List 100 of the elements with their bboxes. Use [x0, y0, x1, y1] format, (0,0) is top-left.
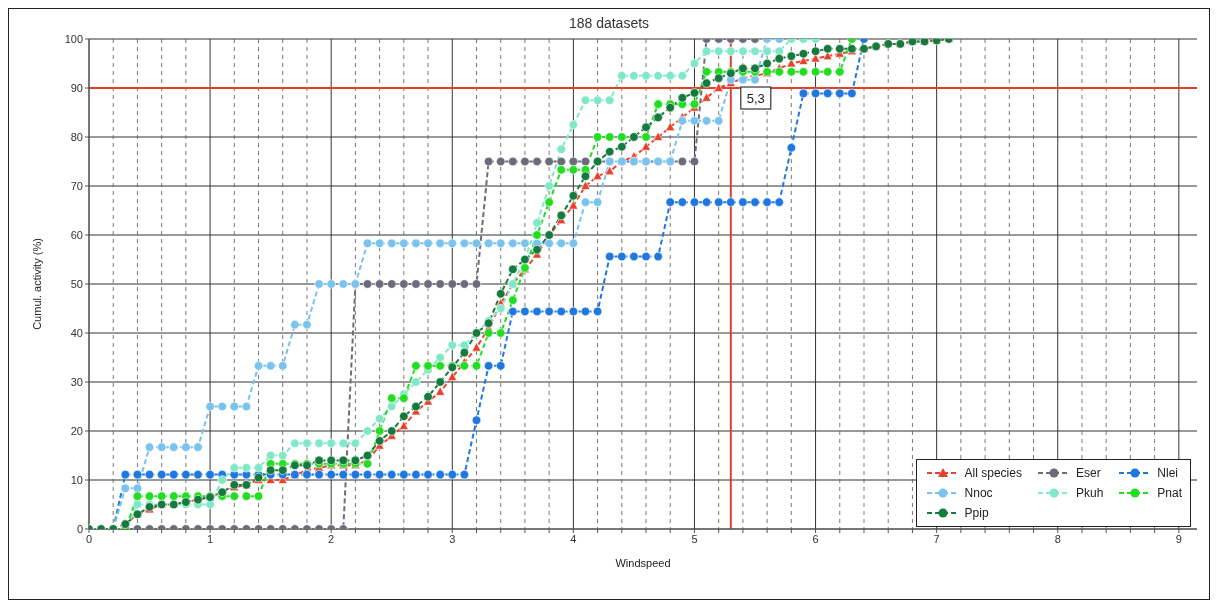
point: [556, 144, 566, 154]
point: [580, 95, 591, 105]
x-tick-label: 6: [812, 532, 819, 545]
point: [496, 238, 506, 248]
point: [217, 475, 227, 485]
point: [362, 279, 373, 289]
point: [278, 450, 288, 461]
legend-label: Pkuh: [1075, 486, 1104, 500]
point: [568, 120, 578, 130]
point: [132, 483, 143, 493]
point: [241, 401, 252, 412]
y-tick-label: 30: [70, 375, 83, 388]
point: [217, 401, 227, 412]
point: [677, 156, 687, 167]
point: [387, 401, 397, 412]
point: [665, 71, 675, 81]
point: [314, 279, 324, 289]
y-tick-label: 80: [70, 130, 83, 143]
point: [447, 279, 457, 289]
point: [205, 401, 215, 412]
x-tick-label: 0: [85, 532, 93, 545]
point: [411, 377, 421, 387]
point: [508, 156, 518, 167]
point: [375, 238, 385, 248]
point: [326, 438, 336, 448]
y-tick-label: 10: [70, 473, 83, 486]
point: [157, 442, 167, 452]
point: [653, 71, 663, 81]
point: [375, 414, 385, 424]
x-axis-title: Windspeed: [615, 557, 671, 569]
point: [677, 116, 687, 126]
point: [290, 438, 300, 448]
ref-line-label: 5,3: [746, 90, 765, 106]
point: [314, 438, 324, 448]
legend-label: Pnat: [1157, 486, 1182, 500]
point: [762, 46, 772, 56]
y-tick-label: 0: [76, 522, 83, 535]
point: [169, 442, 179, 452]
point: [181, 442, 191, 452]
point: [544, 156, 554, 167]
y-tick-label: 20: [70, 424, 83, 437]
point: [447, 340, 457, 350]
point: [617, 71, 627, 81]
point: [459, 238, 469, 248]
point: [411, 238, 421, 248]
point: [738, 46, 748, 56]
point: [568, 238, 578, 248]
y-tick-label: 100: [64, 32, 83, 45]
point: [144, 442, 155, 452]
chart-title: 188 datasets: [567, 15, 651, 31]
point: [689, 116, 700, 126]
point: [750, 46, 760, 56]
y-tick-label: 90: [70, 81, 83, 94]
legend-label: Nlei: [1157, 466, 1178, 480]
point: [689, 58, 700, 69]
x-tick-label: 7: [933, 532, 940, 545]
point: [520, 238, 530, 248]
x-tick-label: 4: [570, 532, 577, 545]
point: [532, 218, 542, 228]
point: [605, 95, 615, 105]
point: [229, 401, 239, 412]
point: [568, 156, 578, 167]
point: [544, 181, 554, 191]
y-tick-label: 40: [70, 326, 83, 339]
legend-label: All species: [964, 466, 1022, 480]
point: [302, 438, 312, 448]
point: [580, 197, 591, 207]
point: [496, 303, 506, 314]
point: [132, 499, 143, 510]
point: [362, 426, 373, 436]
x-tick-label: 9: [1175, 532, 1182, 545]
point: [641, 71, 651, 81]
y-tick-label: 60: [70, 228, 83, 241]
point: [714, 46, 724, 56]
point: [326, 279, 336, 289]
point: [726, 46, 736, 56]
legend-label: Ppip: [964, 506, 989, 520]
y-tick-label: 50: [70, 277, 83, 290]
y-axis-title: Cumul. activity (%): [30, 238, 43, 330]
point: [399, 238, 409, 248]
point: [338, 279, 348, 289]
point: [435, 352, 445, 363]
point: [629, 71, 639, 81]
point: [435, 238, 445, 248]
point: [278, 361, 288, 371]
point: [701, 116, 712, 126]
x-tick-label: 2: [328, 532, 335, 545]
point: [423, 238, 433, 248]
point: [387, 238, 397, 248]
point: [496, 156, 506, 167]
point: [471, 279, 482, 289]
point: [580, 156, 591, 167]
point: [484, 156, 494, 167]
x-tick-label: 5: [691, 532, 698, 545]
point: [266, 361, 276, 371]
point: [532, 156, 542, 167]
point: [714, 116, 724, 126]
legend-label: Eser: [1075, 466, 1101, 480]
point: [423, 279, 433, 289]
point: [435, 279, 445, 289]
